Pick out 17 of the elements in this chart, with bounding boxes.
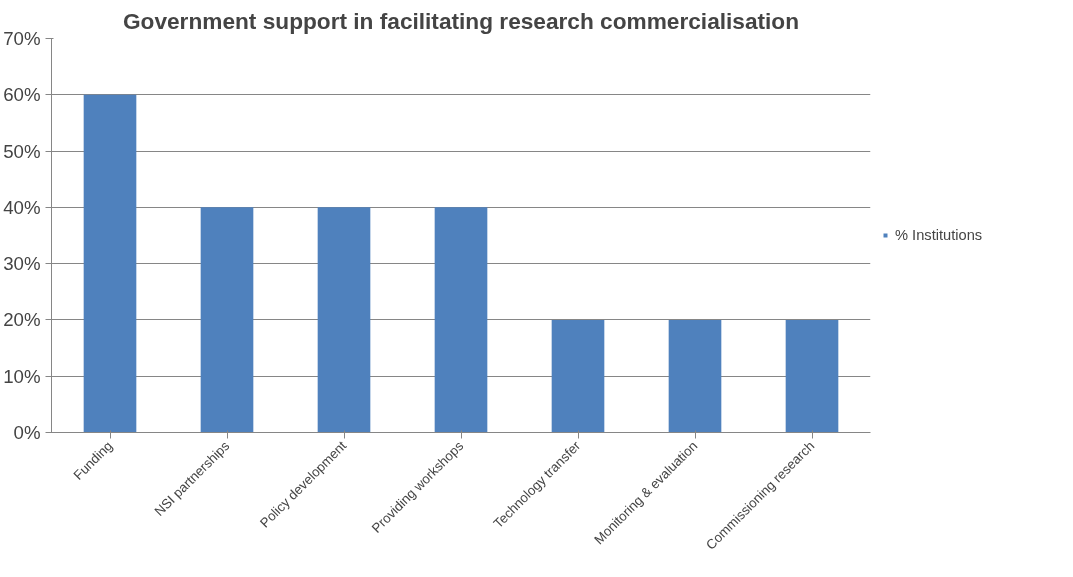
y-tick-label: 50% — [3, 140, 41, 162]
y-tick-label: 20% — [3, 309, 41, 331]
bar — [434, 207, 488, 433]
y-tick-label: 30% — [3, 253, 41, 275]
y-tick-label: 40% — [3, 196, 41, 218]
y-tick-label: 0% — [13, 422, 41, 443]
bar — [317, 207, 371, 433]
bar — [551, 319, 605, 433]
bar — [83, 94, 137, 433]
bar — [668, 319, 722, 433]
legend-label: % Institutions — [895, 227, 983, 243]
y-tick-label: 70% — [3, 28, 41, 49]
bar — [200, 207, 254, 433]
chart-title: Government support in facilitating research commercialisation — [122, 7, 800, 34]
y-tick-label: 60% — [3, 84, 41, 106]
bar — [785, 319, 839, 433]
y-tick-label: 10% — [3, 365, 41, 387]
